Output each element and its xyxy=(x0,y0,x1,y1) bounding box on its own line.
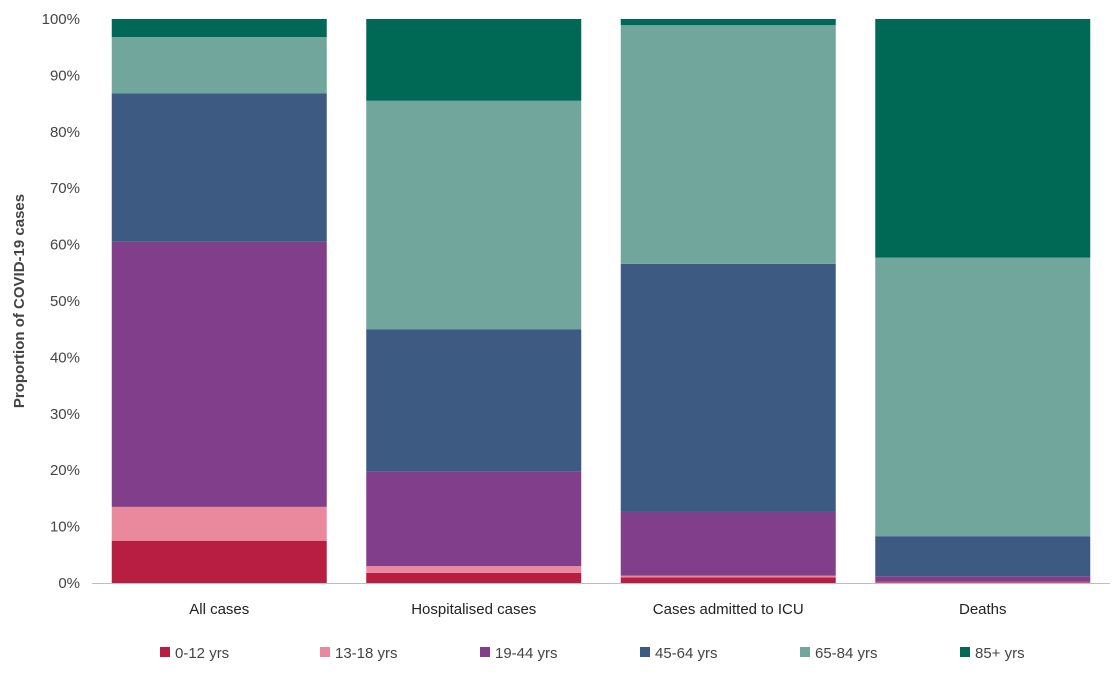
bar-segment-all-cases-0-12-yrs xyxy=(111,540,327,583)
y-tick-label: 0% xyxy=(58,575,80,592)
bar-segment-cases-admitted-to-icu-65-84-yrs xyxy=(620,25,836,264)
x-category-label: Cases admitted to ICU xyxy=(653,601,804,618)
legend-swatch-13-18-yrs xyxy=(320,647,330,657)
y-tick-label: 30% xyxy=(50,406,80,423)
y-axis-title: Proportion of COVID-19 cases xyxy=(11,194,28,408)
y-tick-label: 40% xyxy=(50,349,80,366)
legend-swatch-85-plus-yrs xyxy=(960,647,970,657)
legend-swatch-65-84-yrs xyxy=(800,647,810,657)
legend-swatch-45-64-yrs xyxy=(640,647,650,657)
bar-segment-cases-admitted-to-icu-13-18-yrs xyxy=(620,575,836,578)
bar-stacks xyxy=(111,19,1091,583)
y-tick-label: 50% xyxy=(50,293,80,310)
y-axis-tick-labels: 0% 10% 20% 30% 40% 50% 60% 70% 80% 90% 100% xyxy=(42,11,80,592)
bar-segment-deaths-19-44-yrs xyxy=(875,576,1091,582)
bar-segment-deaths-13-18-yrs xyxy=(875,581,1091,583)
y-tick-label: 80% xyxy=(50,124,80,141)
legend-label: 13-18 yrs xyxy=(335,645,398,662)
legend-label: 0-12 yrs xyxy=(175,645,229,662)
y-tick-label: 70% xyxy=(50,180,80,197)
legend: 0-12 yrs 13-18 yrs 19-44 yrs 45-64 yrs 65-84… xyxy=(160,645,1025,662)
legend-label: 19-44 yrs xyxy=(495,645,558,662)
bar-segment-deaths-85-plus-yrs xyxy=(875,19,1091,258)
bar-segment-hospitalised-cases-65-84-yrs xyxy=(366,100,582,330)
bar-segment-deaths-65-84-yrs xyxy=(875,257,1091,537)
bar-segment-deaths-45-64-yrs xyxy=(875,536,1091,577)
bar-segment-cases-admitted-to-icu-85-plus-yrs xyxy=(620,19,836,26)
y-tick-label: 90% xyxy=(50,67,80,84)
bar-segment-cases-admitted-to-icu-45-64-yrs xyxy=(620,263,836,512)
bar-segment-cases-admitted-to-icu-19-44-yrs xyxy=(620,511,836,576)
x-category-label: Deaths xyxy=(959,601,1007,618)
bar-segment-all-cases-19-44-yrs xyxy=(111,241,327,507)
bar-segment-deaths-0-12-yrs xyxy=(875,582,1091,583)
bar-segment-all-cases-85-plus-yrs xyxy=(111,19,327,38)
legend-label: 85+ yrs xyxy=(975,645,1025,662)
legend-swatch-19-44-yrs xyxy=(480,647,490,657)
legend-label: 45-64 yrs xyxy=(655,645,718,662)
y-tick-label: 60% xyxy=(50,237,80,254)
bar-segment-hospitalised-cases-0-12-yrs xyxy=(366,572,582,583)
bar-segment-hospitalised-cases-13-18-yrs xyxy=(366,566,582,573)
legend-label: 65-84 yrs xyxy=(815,645,878,662)
bar-segment-all-cases-65-84-yrs xyxy=(111,37,327,94)
y-tick-label: 10% xyxy=(50,519,80,536)
x-axis-category-labels: All cases Hospitalised cases Cases admitte… xyxy=(189,601,1006,618)
bar-segment-hospitalised-cases-45-64-yrs xyxy=(366,329,582,472)
legend-swatch-0-12-yrs xyxy=(160,647,170,657)
y-tick-label: 20% xyxy=(50,462,80,479)
x-category-label: All cases xyxy=(189,601,249,618)
bar-segment-all-cases-45-64-yrs xyxy=(111,93,327,242)
bar-segment-all-cases-13-18-yrs xyxy=(111,506,327,541)
bar-segment-hospitalised-cases-85-plus-yrs xyxy=(366,19,582,101)
bar-segment-cases-admitted-to-icu-0-12-yrs xyxy=(620,577,836,583)
x-category-label: Hospitalised cases xyxy=(411,601,536,618)
y-tick-label: 100% xyxy=(42,11,80,28)
bar-segment-hospitalised-cases-19-44-yrs xyxy=(366,471,582,567)
